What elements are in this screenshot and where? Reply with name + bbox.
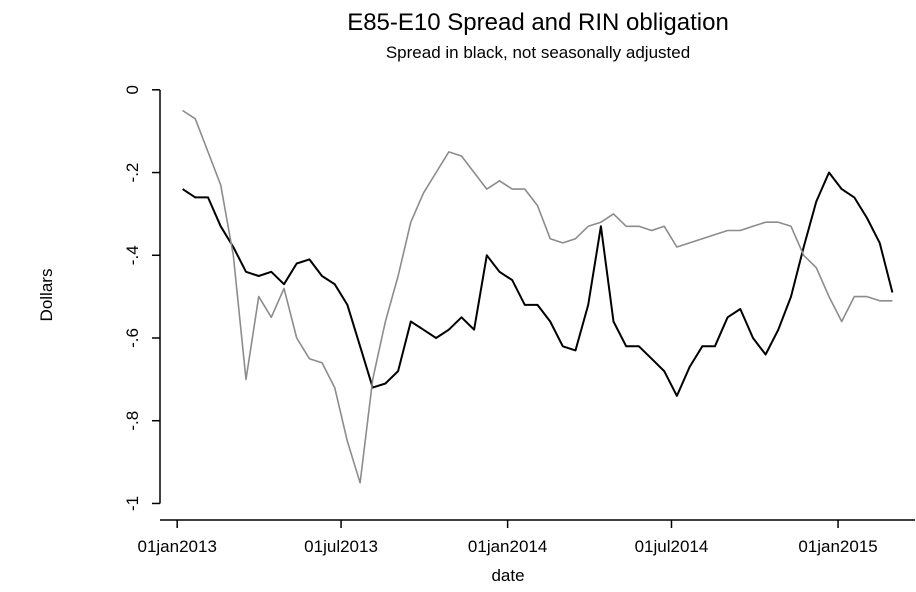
- x-tick-label: 01jan2013: [137, 537, 216, 556]
- x-tick-label: 01jan2014: [468, 537, 547, 556]
- y-tick-label: -.6: [123, 328, 142, 348]
- series-line: [182, 109, 893, 484]
- x-tick-label: 01jan2015: [798, 537, 877, 556]
- x-axis-label: date: [491, 566, 524, 585]
- y-axis-label: Dollars: [37, 269, 56, 322]
- chart-subtitle: Spread in black, not seasonally adjusted: [386, 43, 690, 62]
- x-tick-label: 01jul2013: [304, 537, 378, 556]
- y-tick-label: 0: [123, 85, 142, 94]
- y-tick-label: -1: [123, 496, 142, 511]
- x-tick-label: 01jul2014: [635, 537, 709, 556]
- y-tick-label: -.2: [123, 163, 142, 183]
- y-tick-label: -.4: [123, 245, 142, 265]
- series-line: [182, 171, 894, 397]
- y-tick-label: -.8: [123, 411, 142, 431]
- chart-title: E85-E10 Spread and RIN obligation: [347, 9, 729, 36]
